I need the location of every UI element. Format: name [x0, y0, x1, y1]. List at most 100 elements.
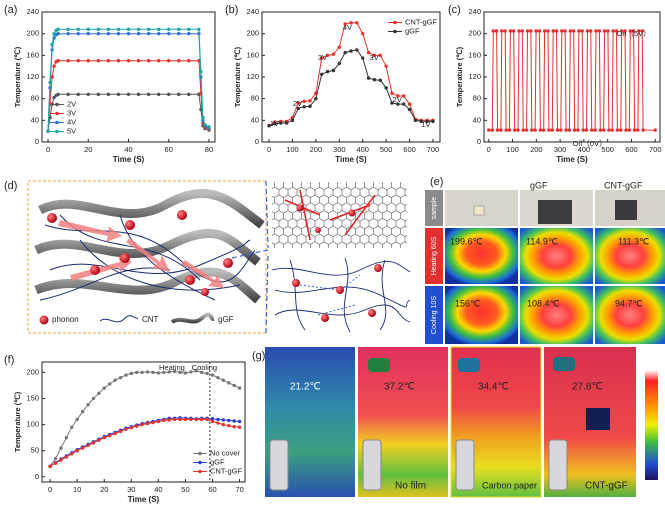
phonons [47, 210, 233, 296]
camera [553, 357, 575, 371]
point [507, 128, 512, 132]
point [641, 128, 645, 132]
point [396, 102, 400, 106]
point [541, 128, 546, 132]
point [52, 95, 56, 100]
y-tick-label: 120 [246, 72, 259, 81]
point [614, 29, 619, 33]
temperature: 21.2℃ [290, 382, 321, 393]
x-axis-label: Time (S) [128, 495, 160, 504]
point [80, 409, 85, 414]
point [124, 427, 128, 432]
point [623, 29, 627, 33]
x-tick-label: 400 [578, 145, 591, 154]
point [86, 92, 90, 97]
point [167, 418, 171, 422]
point [413, 118, 418, 123]
point [529, 29, 533, 33]
point [172, 369, 177, 374]
y-tick-label: 160 [26, 50, 39, 59]
legend-marker [55, 102, 59, 107]
y-tick-label: 40 [251, 115, 259, 124]
phone-inset [362, 439, 382, 491]
point [499, 128, 503, 132]
point [361, 56, 365, 60]
point [431, 119, 435, 124]
point [46, 129, 50, 133]
point [146, 92, 151, 97]
point [126, 92, 131, 97]
point [636, 128, 640, 132]
zoom-lines [231, 180, 269, 334]
x-tick-label: 0 [487, 145, 491, 154]
column-label: CNT-gGF [604, 180, 643, 190]
point [372, 53, 377, 58]
y-tick-label: 200 [468, 29, 481, 38]
cnt-inset [271, 257, 411, 333]
point [167, 92, 171, 97]
point [126, 31, 131, 36]
point [199, 69, 203, 74]
panel-label: (d) [4, 180, 17, 192]
point [50, 42, 54, 47]
point [401, 102, 406, 106]
point [66, 92, 70, 97]
panel-e: (e) sample Heating 60S Cooling 10S gGF C… [425, 176, 665, 344]
point [106, 59, 111, 63]
row-label: Heating 60S [431, 236, 438, 275]
point [232, 383, 236, 388]
point [216, 375, 220, 380]
y-tick-label: 0 [35, 472, 39, 481]
point [355, 48, 359, 52]
sample [615, 200, 637, 220]
point [637, 29, 641, 33]
x-axis-label: Time (S) [113, 155, 145, 164]
point [177, 31, 181, 36]
legend: phonon CNT gGF [39, 312, 234, 325]
point [187, 59, 191, 63]
point [390, 91, 394, 95]
point [145, 421, 150, 426]
panel-label: (a) [4, 4, 17, 16]
x-tick-label: 0 [48, 485, 52, 494]
temperature: 37.2℃ [384, 382, 415, 393]
legend-marker [198, 451, 202, 456]
point [419, 119, 423, 124]
color-bar [645, 370, 658, 480]
temperature: 156℃ [455, 298, 480, 308]
point [237, 425, 242, 429]
point [129, 426, 134, 430]
point [343, 50, 347, 55]
annotation: Cooling [192, 363, 217, 372]
point [601, 128, 606, 132]
point [494, 29, 499, 33]
point [187, 27, 191, 32]
point [500, 29, 504, 33]
annotation: Off（0V） [573, 139, 607, 148]
x-axis-label: Time (S) [335, 155, 367, 164]
x-tick-label: 60 [165, 145, 173, 154]
point [555, 128, 560, 132]
point [167, 27, 171, 32]
sample [473, 205, 485, 216]
x-tick-label: 10 [73, 485, 81, 494]
point [102, 386, 106, 390]
point [118, 375, 123, 380]
row-label: Cooling 10S [431, 296, 438, 334]
x-tick-label: 40 [124, 145, 132, 154]
thermal-image [445, 286, 518, 344]
point [589, 29, 593, 33]
point [156, 419, 161, 424]
point [615, 128, 620, 132]
x-tick-label: 0 [267, 145, 271, 154]
panel-d: (d) phonon CNT gGF [4, 180, 411, 334]
point [290, 118, 295, 123]
point [512, 29, 516, 33]
point [167, 59, 171, 63]
legend-label: CNT-gGF [405, 17, 438, 26]
point [516, 128, 520, 132]
point [199, 417, 204, 422]
point [86, 31, 90, 36]
point [177, 59, 181, 63]
